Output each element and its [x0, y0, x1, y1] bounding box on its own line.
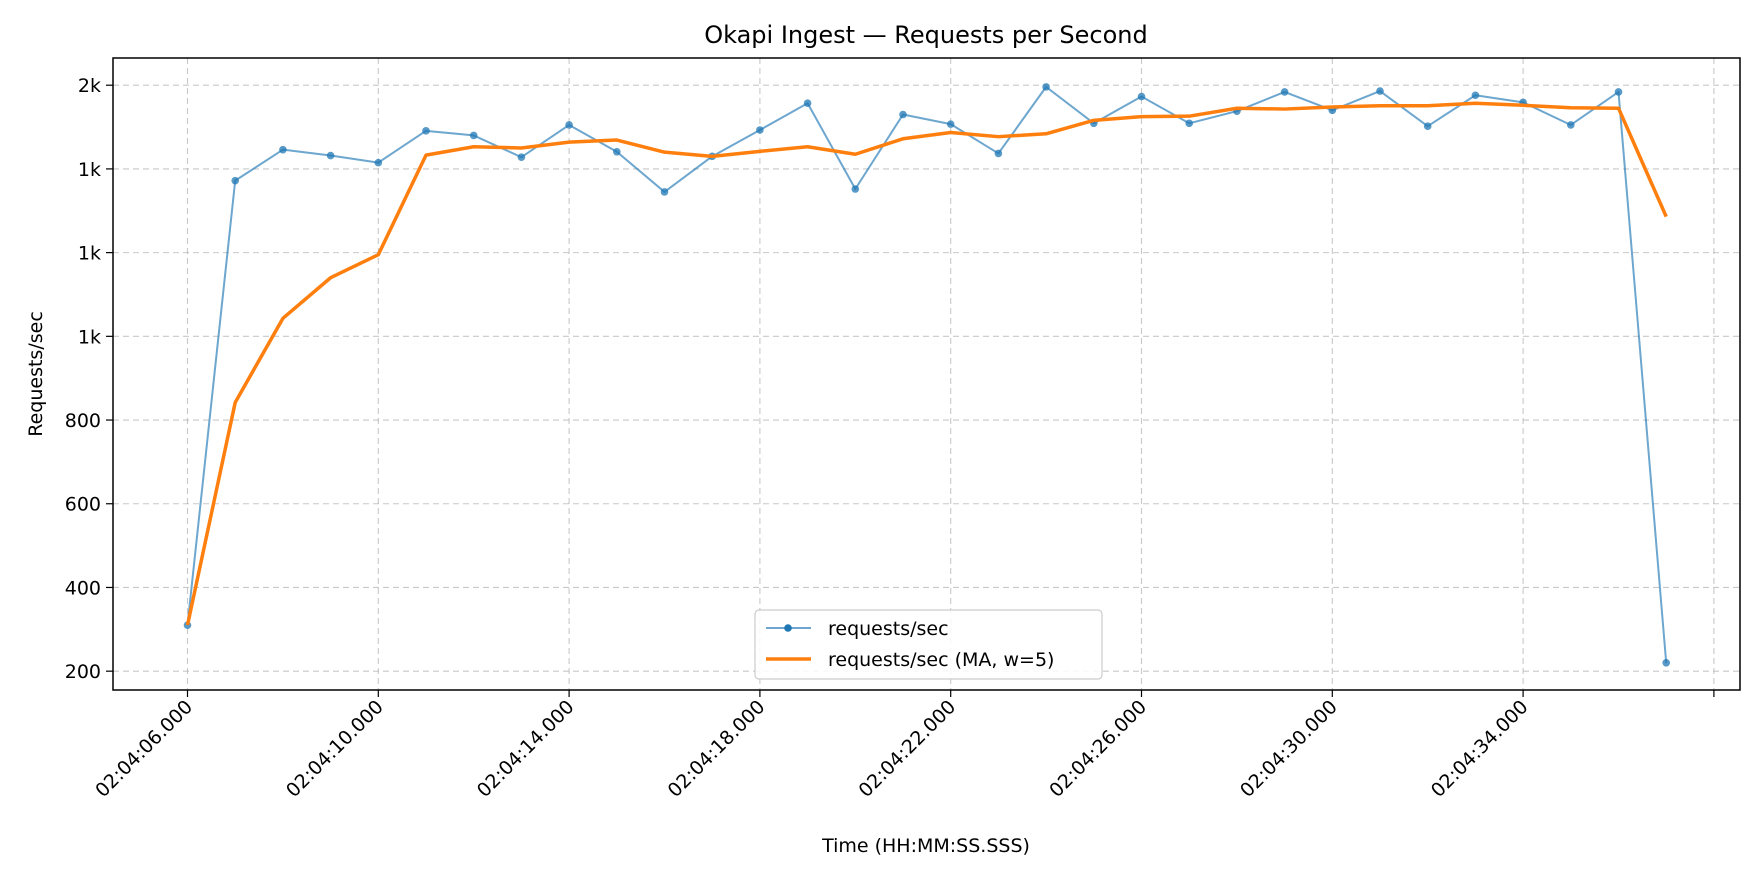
- data-point-requests: [899, 110, 907, 119]
- data-point-requests: [279, 145, 287, 154]
- data-point-requests: [946, 120, 955, 128]
- legend-marker-requests: [784, 624, 792, 632]
- data-point-requests: [756, 126, 764, 134]
- data-point-requests: [1471, 91, 1480, 100]
- data-point-requests: [1423, 122, 1432, 131]
- data-point-requests: [1376, 87, 1384, 95]
- data-point-requests: [326, 151, 335, 160]
- data-point-requests: [994, 149, 1003, 158]
- data-point-requests: [1185, 119, 1193, 128]
- y-tick-label: 1k: [78, 243, 101, 265]
- data-point-requests: [803, 99, 812, 108]
- data-point-requests: [1042, 83, 1050, 91]
- series-line-requests: [186, 85, 1668, 663]
- data-point-requests: [613, 147, 621, 156]
- y-axis: 200 400 600 800 1k 1k 1k 2k: [65, 75, 113, 683]
- series-layer: [183, 83, 1670, 667]
- data-point-requests: [422, 127, 430, 135]
- chart-title: Okapi Ingest — Requests per Second: [704, 21, 1148, 49]
- data-point-requests: [851, 185, 860, 193]
- legend-label-moving-average: requests/sec (MA, w=5): [828, 649, 1054, 671]
- y-axis-label: Requests/sec: [25, 311, 47, 437]
- y-tick-label: 1k: [78, 326, 101, 348]
- data-point-requests: [374, 158, 383, 167]
- data-point-requests: [469, 131, 478, 140]
- legend-box: [754, 609, 1103, 680]
- y-tick-label: 600: [65, 494, 101, 516]
- data-point-requests: [1280, 88, 1289, 96]
- y-tick-label: 400: [65, 577, 101, 599]
- data-point-requests: [1567, 121, 1575, 129]
- plot-frame: [112, 57, 1741, 691]
- data-point-requests: [1614, 88, 1623, 96]
- series-line-moving-average: [185, 101, 1668, 626]
- data-point-requests: [1137, 92, 1146, 101]
- y-tick-label: 1k: [78, 159, 101, 181]
- legend: requests/sec requests/sec (MA, w=5): [754, 609, 1103, 680]
- data-point-requests: [517, 153, 526, 161]
- data-point-requests: [565, 121, 573, 129]
- y-tick-label: 2k: [78, 75, 101, 97]
- data-point-requests: [231, 176, 239, 185]
- x-axis-label: Time (HH:MM:SS.SSS): [821, 835, 1030, 857]
- data-point-requests: [660, 188, 669, 196]
- y-tick-label: 200: [65, 661, 101, 683]
- grid: [113, 58, 1740, 690]
- legend-label-requests: requests/sec: [828, 618, 949, 640]
- y-tick-label: 800: [65, 410, 101, 432]
- data-point-requests: [1662, 658, 1670, 667]
